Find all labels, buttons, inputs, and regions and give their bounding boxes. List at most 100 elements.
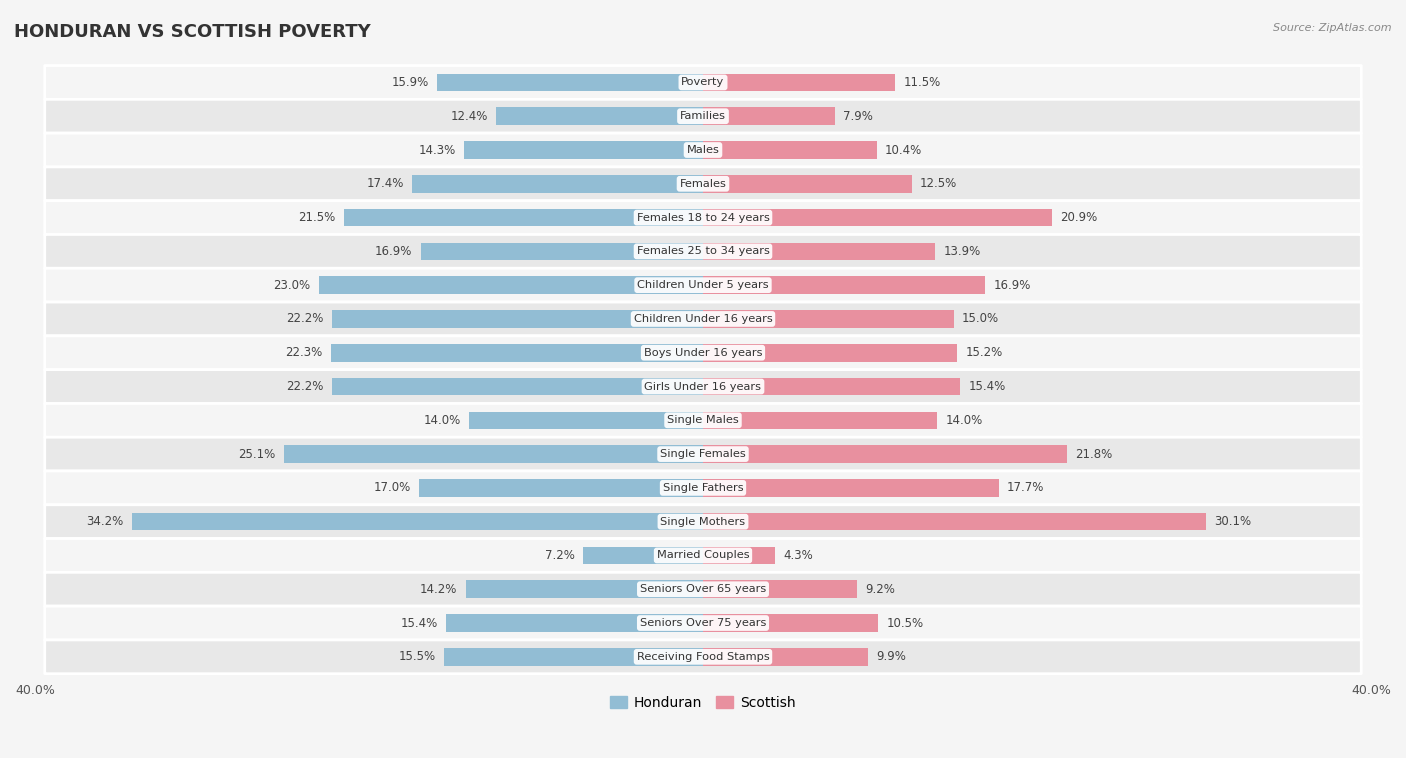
FancyBboxPatch shape xyxy=(45,133,1361,167)
FancyBboxPatch shape xyxy=(45,606,1361,640)
Text: 7.2%: 7.2% xyxy=(544,549,575,562)
Bar xyxy=(703,377,960,396)
Bar xyxy=(703,479,998,496)
Bar xyxy=(444,648,703,666)
Text: 12.4%: 12.4% xyxy=(450,110,488,123)
FancyBboxPatch shape xyxy=(45,572,1361,606)
FancyBboxPatch shape xyxy=(45,640,1361,674)
FancyBboxPatch shape xyxy=(45,471,1361,505)
Text: Children Under 5 years: Children Under 5 years xyxy=(637,280,769,290)
Text: 10.4%: 10.4% xyxy=(884,143,922,156)
Bar xyxy=(703,648,869,666)
Text: Boys Under 16 years: Boys Under 16 years xyxy=(644,348,762,358)
Text: Single Males: Single Males xyxy=(666,415,740,425)
Bar xyxy=(703,74,896,91)
Bar xyxy=(419,479,703,496)
Text: 22.2%: 22.2% xyxy=(287,380,323,393)
Bar xyxy=(703,513,1206,531)
Bar xyxy=(703,412,936,429)
Text: Seniors Over 65 years: Seniors Over 65 years xyxy=(640,584,766,594)
Text: 23.0%: 23.0% xyxy=(273,279,311,292)
Bar xyxy=(703,614,879,632)
Text: 16.9%: 16.9% xyxy=(375,245,412,258)
Bar xyxy=(703,547,775,564)
FancyBboxPatch shape xyxy=(45,201,1361,234)
Bar xyxy=(330,344,703,362)
FancyBboxPatch shape xyxy=(45,302,1361,336)
Text: 14.3%: 14.3% xyxy=(419,143,456,156)
Text: HONDURAN VS SCOTTISH POVERTY: HONDURAN VS SCOTTISH POVERTY xyxy=(14,23,371,41)
Bar xyxy=(464,141,703,158)
FancyBboxPatch shape xyxy=(45,437,1361,471)
Bar xyxy=(284,445,703,463)
Text: 14.0%: 14.0% xyxy=(423,414,461,427)
Text: 13.9%: 13.9% xyxy=(943,245,981,258)
FancyBboxPatch shape xyxy=(45,538,1361,572)
FancyBboxPatch shape xyxy=(45,370,1361,403)
Text: 15.9%: 15.9% xyxy=(392,76,429,89)
Text: Single Mothers: Single Mothers xyxy=(661,517,745,527)
Text: 15.5%: 15.5% xyxy=(399,650,436,663)
Text: Single Females: Single Females xyxy=(661,449,745,459)
Text: Single Fathers: Single Fathers xyxy=(662,483,744,493)
Text: Girls Under 16 years: Girls Under 16 years xyxy=(644,381,762,392)
Bar xyxy=(412,175,703,193)
Text: Females 18 to 24 years: Females 18 to 24 years xyxy=(637,212,769,223)
Text: 22.3%: 22.3% xyxy=(285,346,322,359)
Text: Married Couples: Married Couples xyxy=(657,550,749,560)
Text: 15.4%: 15.4% xyxy=(969,380,1005,393)
Text: 7.9%: 7.9% xyxy=(844,110,873,123)
Text: Poverty: Poverty xyxy=(682,77,724,87)
Text: 34.2%: 34.2% xyxy=(86,515,124,528)
FancyBboxPatch shape xyxy=(45,65,1361,99)
Bar xyxy=(703,141,877,158)
Text: 21.5%: 21.5% xyxy=(298,211,336,224)
Bar xyxy=(703,310,953,327)
Text: 10.5%: 10.5% xyxy=(887,616,924,630)
Bar xyxy=(703,277,986,294)
Bar xyxy=(319,277,703,294)
Text: 14.2%: 14.2% xyxy=(420,583,457,596)
FancyBboxPatch shape xyxy=(45,336,1361,370)
Text: Seniors Over 75 years: Seniors Over 75 years xyxy=(640,618,766,628)
Text: 21.8%: 21.8% xyxy=(1076,447,1112,461)
Text: Receiving Food Stamps: Receiving Food Stamps xyxy=(637,652,769,662)
Bar xyxy=(703,108,835,125)
Bar xyxy=(344,208,703,227)
Bar xyxy=(703,243,935,260)
Bar xyxy=(703,581,856,598)
Bar xyxy=(437,74,703,91)
Text: 16.9%: 16.9% xyxy=(994,279,1031,292)
Text: 9.9%: 9.9% xyxy=(877,650,907,663)
Bar xyxy=(496,108,703,125)
Text: 30.1%: 30.1% xyxy=(1213,515,1251,528)
Text: 4.3%: 4.3% xyxy=(783,549,813,562)
Text: 12.5%: 12.5% xyxy=(920,177,957,190)
Text: 11.5%: 11.5% xyxy=(904,76,941,89)
Bar xyxy=(703,344,957,362)
FancyBboxPatch shape xyxy=(45,505,1361,538)
Text: 14.0%: 14.0% xyxy=(945,414,983,427)
Text: 25.1%: 25.1% xyxy=(238,447,276,461)
Text: 17.4%: 17.4% xyxy=(367,177,404,190)
Bar xyxy=(420,243,703,260)
Bar xyxy=(446,614,703,632)
Text: 17.0%: 17.0% xyxy=(374,481,411,494)
Text: 20.9%: 20.9% xyxy=(1060,211,1098,224)
Text: 15.0%: 15.0% xyxy=(962,312,1000,325)
Bar xyxy=(132,513,703,531)
Bar xyxy=(703,445,1067,463)
Text: Females 25 to 34 years: Females 25 to 34 years xyxy=(637,246,769,256)
FancyBboxPatch shape xyxy=(45,234,1361,268)
FancyBboxPatch shape xyxy=(45,268,1361,302)
Text: 17.7%: 17.7% xyxy=(1007,481,1045,494)
Bar xyxy=(332,310,703,327)
Text: 15.4%: 15.4% xyxy=(401,616,437,630)
Text: Children Under 16 years: Children Under 16 years xyxy=(634,314,772,324)
Text: 22.2%: 22.2% xyxy=(287,312,323,325)
Text: Source: ZipAtlas.com: Source: ZipAtlas.com xyxy=(1274,23,1392,33)
Text: 15.2%: 15.2% xyxy=(965,346,1002,359)
FancyBboxPatch shape xyxy=(45,403,1361,437)
Text: Families: Families xyxy=(681,111,725,121)
Bar xyxy=(582,547,703,564)
